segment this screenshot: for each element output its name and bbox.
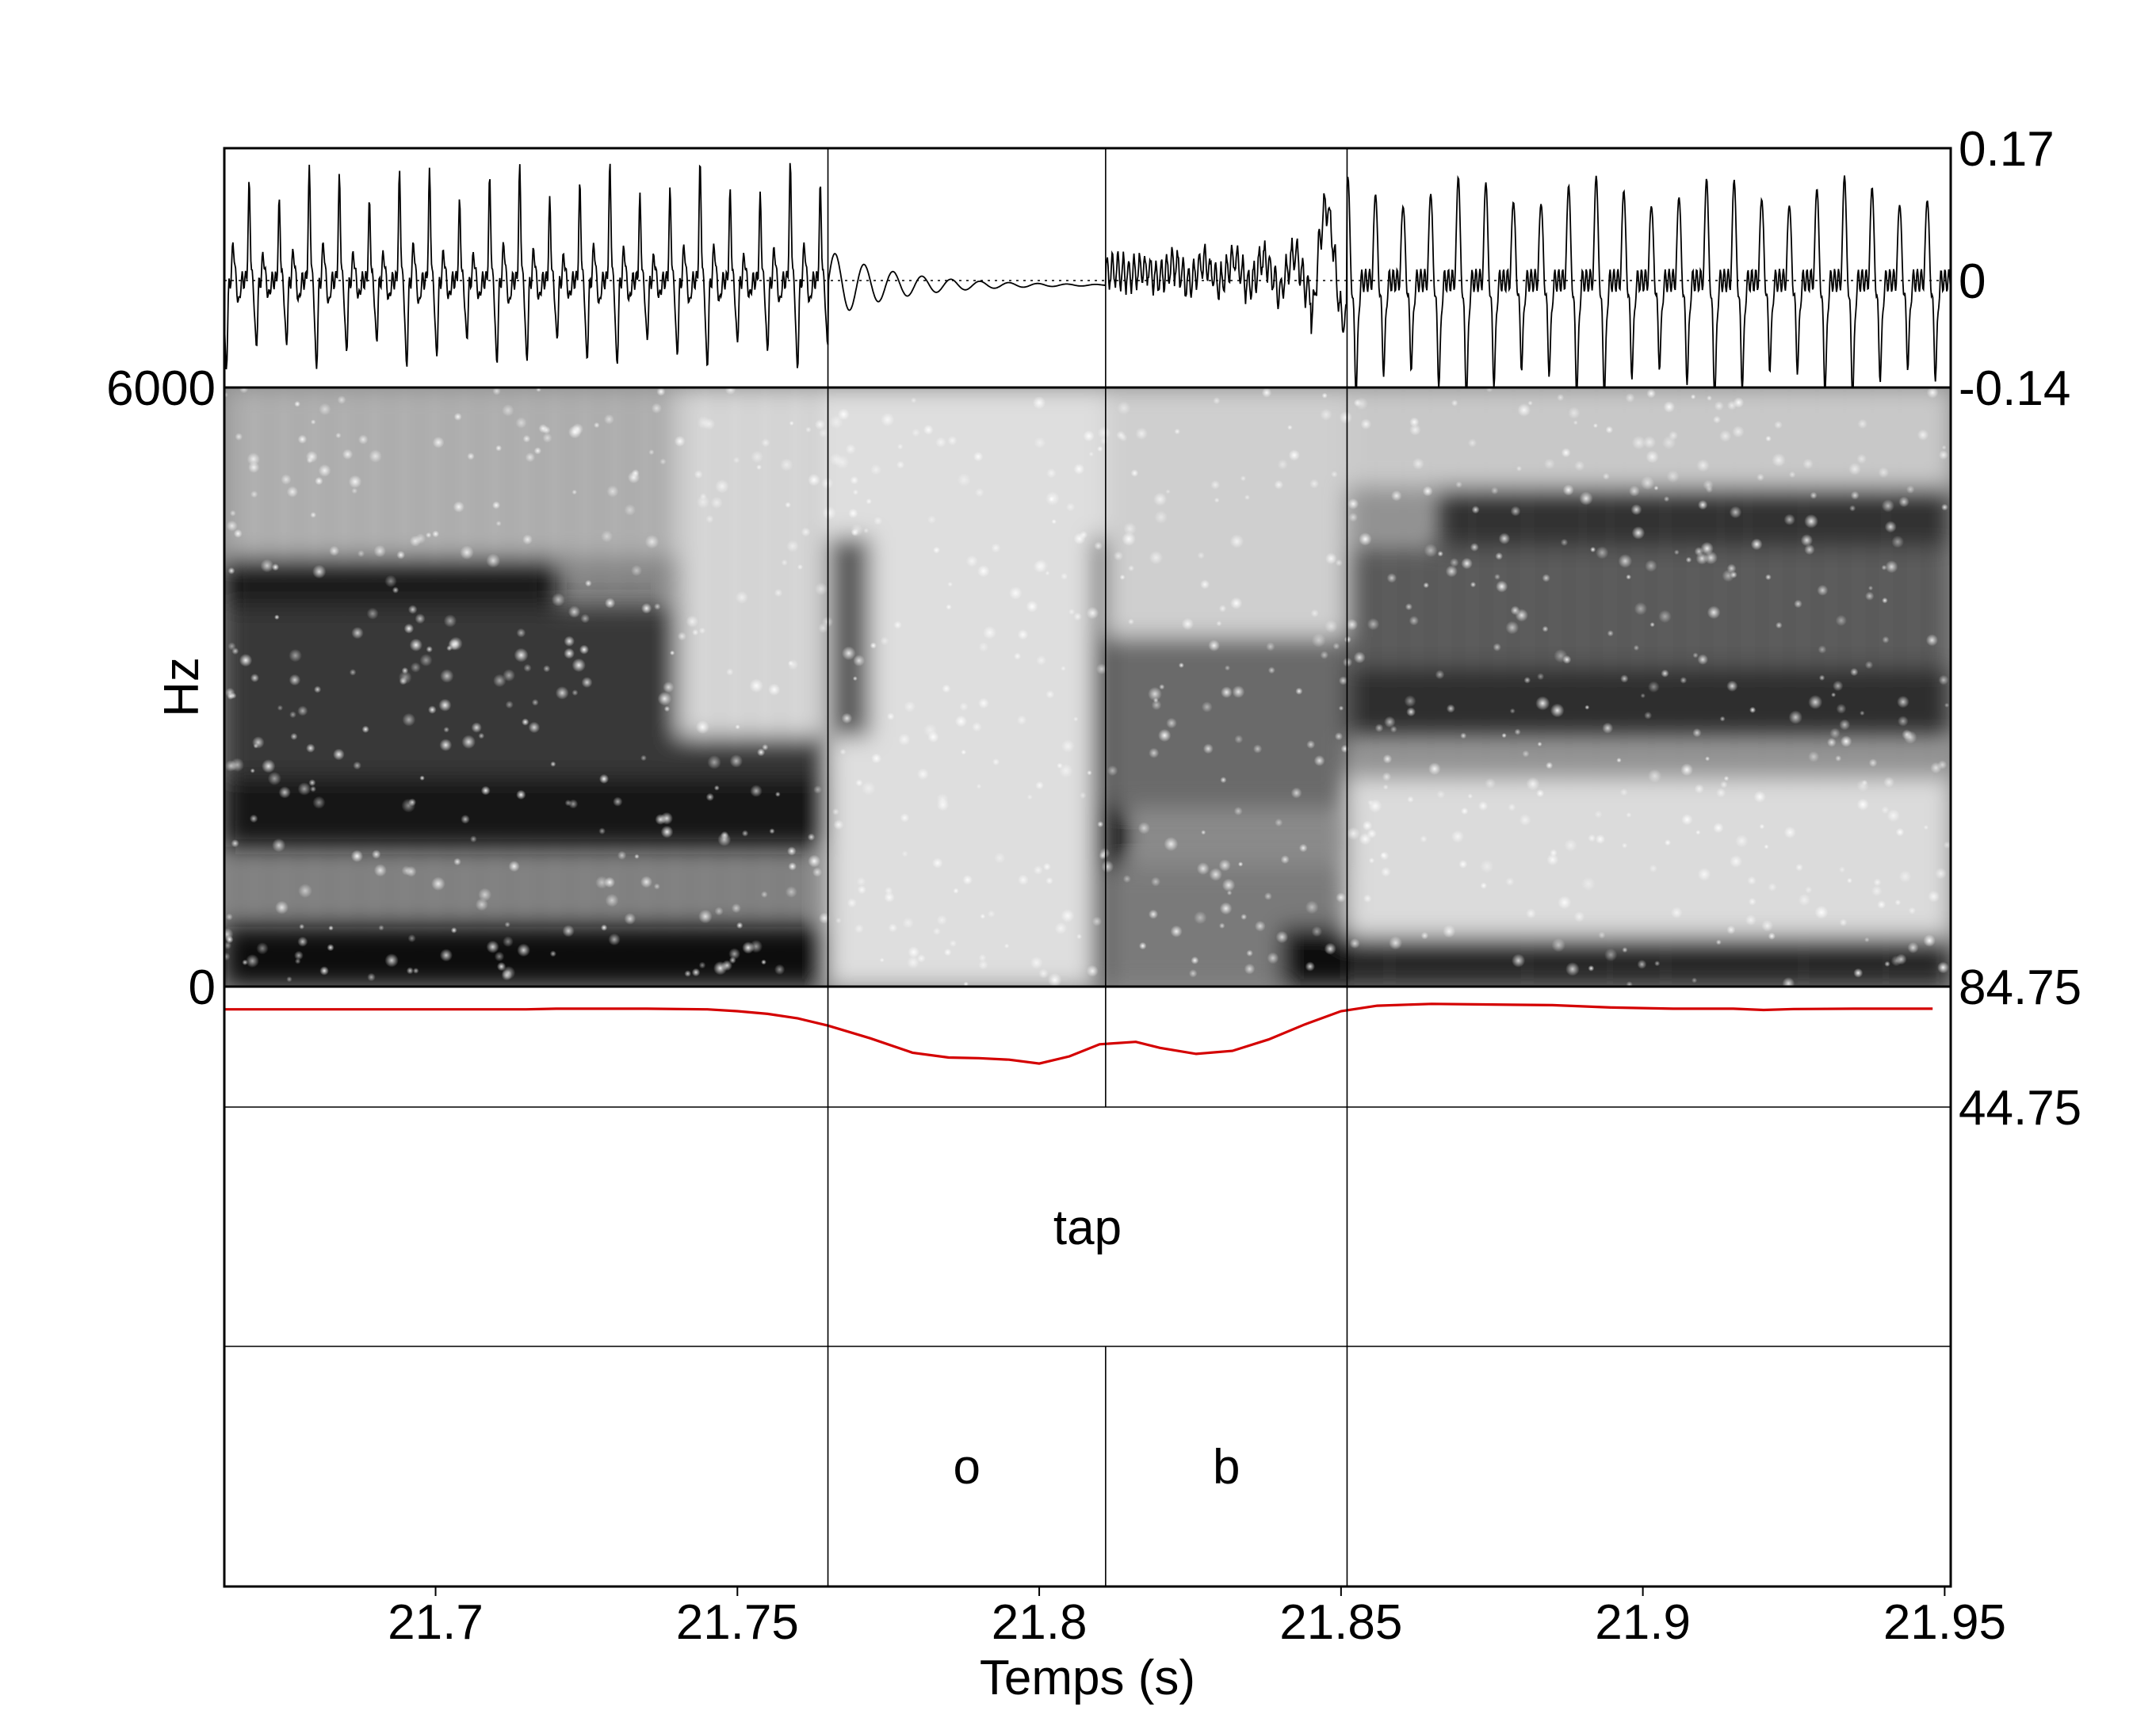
tier-1-interval-label: tap: [1053, 1201, 1122, 1255]
tier-2-interval-label: o: [953, 1440, 980, 1495]
tier-2-interval-label: b: [1213, 1440, 1240, 1495]
waveform-max-label: 0.17: [1959, 122, 2055, 177]
x-tick-label: 21.9: [1595, 1595, 1691, 1650]
x-tick-label: 21.7: [388, 1595, 484, 1650]
time-axis: 21.7 21.75 21.8 21.85 21.9 21.95: [388, 1586, 2006, 1650]
waveform-zero-label: 0: [1959, 254, 1986, 309]
intensity-min-label: 44.75: [1959, 1081, 2081, 1136]
intensity-curve: [224, 1002, 1933, 1065]
intensity-panel: [224, 1002, 1933, 1065]
x-tick-label: 21.95: [1883, 1595, 2006, 1650]
x-tick-label: 21.75: [676, 1595, 799, 1650]
tier-labels: tap o b: [953, 1201, 1240, 1495]
waveform-trace: [224, 162, 1951, 388]
frequency-min-label: 0: [189, 960, 216, 1015]
intensity-max-label: 84.75: [1959, 960, 2081, 1015]
x-tick-label: 21.8: [992, 1595, 1088, 1650]
frequency-axis-label: Hz: [155, 657, 209, 717]
waveform-panel: [224, 162, 1951, 388]
time-axis-label: Temps (s): [980, 1651, 1195, 1705]
x-tick-label: 21.85: [1279, 1595, 1402, 1650]
waveform-min-label: -0.14: [1959, 361, 2070, 416]
spectrogram-panel: [224, 388, 1951, 987]
frequency-max-label: 6000: [106, 361, 216, 416]
plot-frame: [223, 147, 1952, 1588]
